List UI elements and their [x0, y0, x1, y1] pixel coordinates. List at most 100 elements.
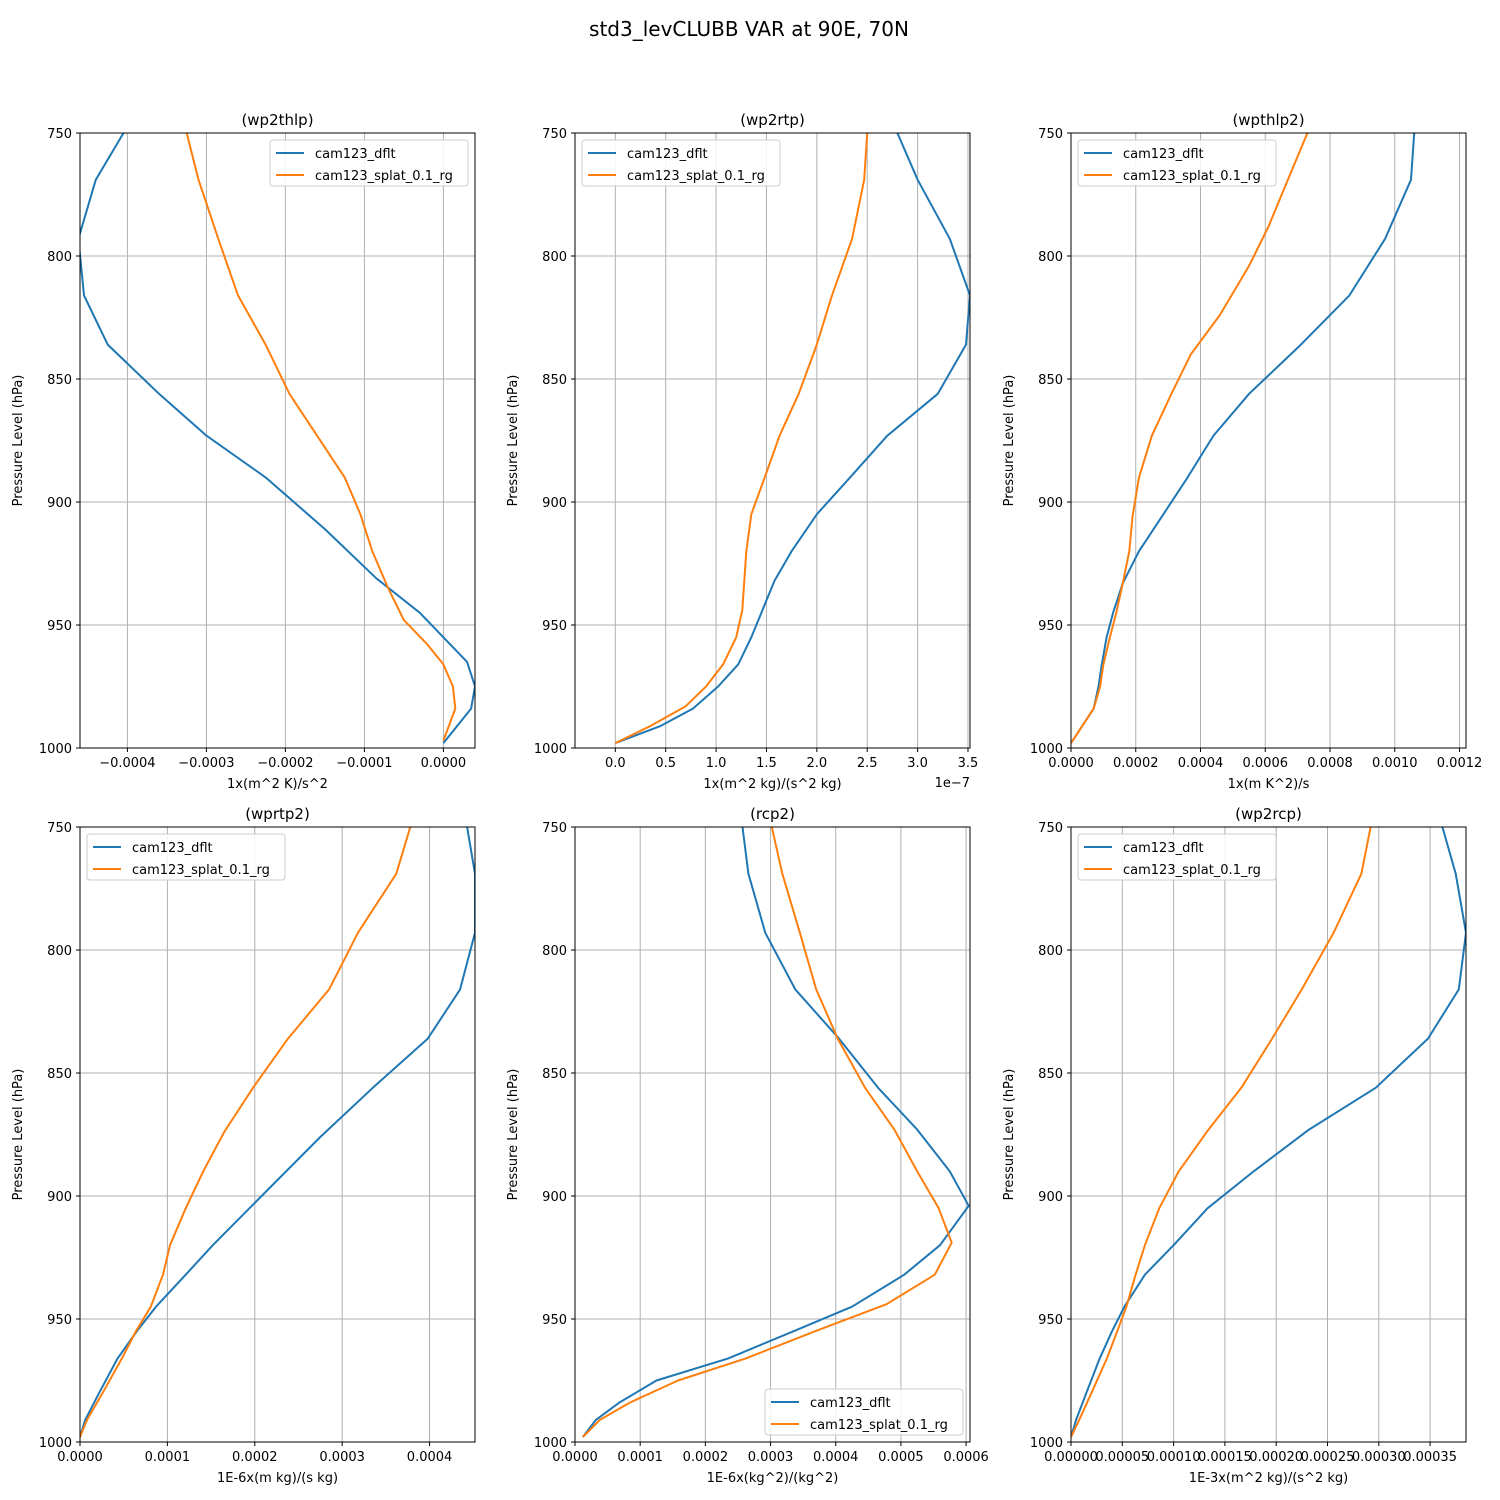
subplot-6: 0.000000.000050.000100.000150.000200.000…	[1002, 805, 1467, 1486]
series-line-cam123-dflt	[582, 827, 970, 1438]
y-tick-label: 750	[542, 821, 567, 836]
subplot-1: −0.0004 −0.0003 −0.0002 −0.0001 0.0000 750 800…	[11, 111, 476, 792]
y-tick-label: 800	[47, 250, 72, 265]
legend-label: cam123_splat_0.1_rg	[627, 169, 765, 184]
legend-box	[581, 139, 781, 187]
x-tick-label: 0.00015	[1198, 1450, 1252, 1465]
y-tick-label: 950	[1038, 619, 1063, 634]
x-tick-label: 0.0	[605, 756, 626, 771]
x-tick-label: 0.0004	[1178, 756, 1224, 771]
y-tick-label: 750	[47, 821, 72, 836]
x-tick-label: 0.0006	[1243, 756, 1289, 771]
x-tick-label: 0.00035	[1403, 1450, 1457, 1465]
x-axis-label: 1x(m K^2)/s	[1228, 777, 1310, 792]
x-axis-label: 1E-3x(m^2 kg)/(s^2 kg)	[1189, 1471, 1348, 1486]
legend-box	[764, 1388, 964, 1436]
x-axis-label: 1E-6x(m kg)/(s kg)	[217, 1471, 338, 1486]
y-tick-label: 850	[1038, 1067, 1063, 1082]
x-tick-label: 2.0	[806, 756, 827, 771]
y-axis-label: Pressure Level (hPa)	[11, 375, 26, 507]
y-axis-label: Pressure Level (hPa)	[1002, 1069, 1017, 1201]
series-line-cam123-splat-0-1-rg	[582, 827, 953, 1438]
x-tick-label: 0.00020	[1249, 1450, 1303, 1465]
legend: cam123_dflt cam123_splat_0.1_rg	[269, 139, 469, 187]
legend: cam123_dflt cam123_splat_0.1_rg	[86, 833, 286, 881]
series-group	[1071, 133, 1416, 744]
x-tick-label: 0.00005	[1095, 1450, 1149, 1465]
legend-label: cam123_splat_0.1_rg	[132, 863, 270, 878]
x-tick-label: 0.0012	[1437, 756, 1483, 771]
y-tick-label: 1000	[1030, 742, 1063, 757]
axes-frame	[1070, 826, 1467, 1443]
series-line-cam123-dflt	[80, 827, 475, 1438]
subplot-title: (wp2rtp)	[740, 111, 805, 129]
legend-label: cam123_dflt	[1123, 147, 1204, 162]
legend-label: cam123_splat_0.1_rg	[1123, 169, 1261, 184]
y-tick-label: 900	[542, 496, 567, 511]
legend-label: cam123_dflt	[627, 147, 708, 162]
x-tick-label: 0.0001	[145, 1450, 191, 1465]
series-line-cam123-dflt	[1071, 133, 1416, 744]
series-group	[582, 827, 970, 1438]
legend-label: cam123_splat_0.1_rg	[315, 169, 453, 184]
y-tick-label: 950	[542, 1313, 567, 1328]
y-tick-label: 750	[1038, 821, 1063, 836]
x-tick-label: 0.0000	[421, 756, 467, 771]
series-line-cam123-splat-0-1-rg	[614, 133, 869, 744]
x-tick-label: 0.0010	[1372, 756, 1418, 771]
y-tick-label: 800	[542, 944, 567, 959]
series-line-cam123-splat-0-1-rg	[80, 827, 412, 1438]
x-tick-label: 0.0003	[319, 1450, 365, 1465]
y-axis-label: Pressure Level (hPa)	[506, 1069, 521, 1201]
legend-label: cam123_dflt	[315, 147, 396, 162]
subplot-4: 0.0000 0.0001 0.0002 0.0003 0.0004 750 800 850 9…	[11, 805, 476, 1486]
x-tick-label: 1.0	[706, 756, 727, 771]
x-tick-label: 0.0000	[1048, 756, 1094, 771]
axes-frame	[1070, 132, 1467, 749]
y-tick-label: 900	[47, 496, 72, 511]
y-tick-label: 800	[1038, 944, 1063, 959]
y-tick-label: 850	[1038, 373, 1063, 388]
x-tick-label: 0.00000	[1044, 1450, 1098, 1465]
x-tick-label: 0.5	[655, 756, 676, 771]
y-tick-label: 1000	[534, 1436, 567, 1451]
x-tick-label: −0.0002	[257, 756, 313, 771]
x-tick-label: −0.0001	[336, 756, 392, 771]
x-axis-label: 1x(m^2 kg)/(s^2 kg)	[703, 777, 841, 792]
x-tick-label: 0.0002	[232, 1450, 278, 1465]
subplot-2: 0.0 0.5 1.0 1.5 2.0 2.5 3.0 3.5 750 800 850 900 950 1…	[506, 111, 978, 792]
series-group	[614, 133, 970, 745]
x-tick-label: 3.0	[907, 756, 928, 771]
subplot-title: (wpthlp2)	[1232, 111, 1304, 129]
series-line-cam123-splat-0-1-rg	[1071, 827, 1372, 1438]
axes-frame	[574, 826, 971, 1443]
y-tick-label: 850	[542, 1067, 567, 1082]
x-tick-label: 0.0004	[813, 1450, 859, 1465]
subplot-title: (rcp2)	[750, 805, 795, 823]
axes-frame	[79, 132, 476, 749]
legend-label: cam123_dflt	[132, 841, 213, 856]
y-tick-label: 850	[47, 373, 72, 388]
legend-label: cam123_dflt	[1123, 841, 1204, 856]
legend-box	[86, 833, 286, 881]
x-tick-label: 0.0001	[617, 1450, 663, 1465]
subplot-grid: −0.0004 −0.0003 −0.0002 −0.0001 0.0000 750 800…	[11, 111, 1482, 1486]
y-axis-label: Pressure Level (hPa)	[11, 1069, 26, 1201]
y-tick-label: 1000	[39, 1436, 72, 1451]
x-tick-label: 0.0005	[878, 1450, 924, 1465]
y-tick-label: 800	[47, 944, 72, 959]
subplot-title: (wprtp2)	[245, 805, 310, 823]
x-tick-label: 0.0004	[407, 1450, 453, 1465]
legend-label: cam123_splat_0.1_rg	[1123, 863, 1261, 878]
y-tick-label: 850	[47, 1067, 72, 1082]
y-tick-label: 1000	[534, 742, 567, 757]
series-group	[80, 133, 475, 744]
x-axis-label: 1x(m^2 K)/s^2	[227, 777, 328, 792]
series-line-cam123-dflt	[80, 133, 475, 744]
series-line-cam123-dflt	[614, 133, 970, 745]
x-tick-label: 0.0000	[552, 1450, 598, 1465]
x-tick-label: 0.00030	[1352, 1450, 1406, 1465]
legend: cam123_dflt cam123_splat_0.1_rg	[1077, 833, 1277, 881]
legend-label: cam123_dflt	[810, 1396, 891, 1411]
